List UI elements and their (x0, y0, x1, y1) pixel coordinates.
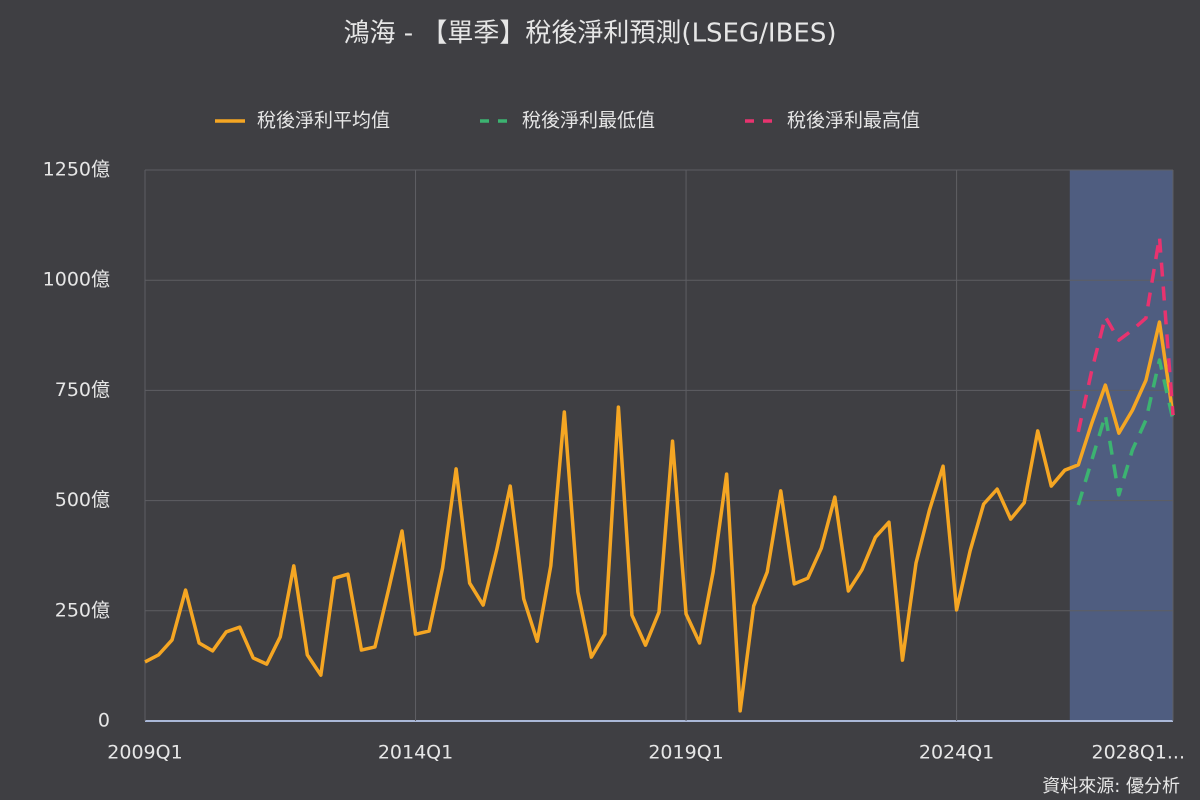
legend-label: 稅後淨利平均值 (257, 110, 390, 132)
x-tick-label: 2014Q1 (378, 742, 453, 764)
chart-title: 鴻海 - 【單季】稅後淨利預測(LSEG/IBES) (344, 19, 837, 49)
y-tick-label: 0 (98, 710, 110, 732)
y-tick-label: 1250億 (43, 159, 110, 181)
series-line (144, 320, 1175, 713)
legend-label: 稅後淨利最低值 (522, 110, 655, 132)
y-tick-label: 500億 (55, 489, 110, 511)
x-tick-label: 2024Q1 (919, 742, 994, 764)
x-tick-label: 2019Q1 (648, 742, 723, 764)
y-tick-label: 250億 (55, 599, 110, 621)
y-tick-label: 1000億 (43, 269, 110, 291)
forecast-shade (1069, 170, 1173, 721)
source-note: 資料來源: 優分析 (1042, 776, 1180, 797)
series-line (1076, 235, 1175, 433)
x-tick-label: 2009Q1 (107, 742, 182, 764)
series-line (1076, 358, 1175, 506)
x-tick-label: 2028Q1... (1091, 742, 1185, 764)
legend-label: 稅後淨利最高值 (787, 110, 920, 132)
y-tick-label: 750億 (55, 379, 110, 401)
